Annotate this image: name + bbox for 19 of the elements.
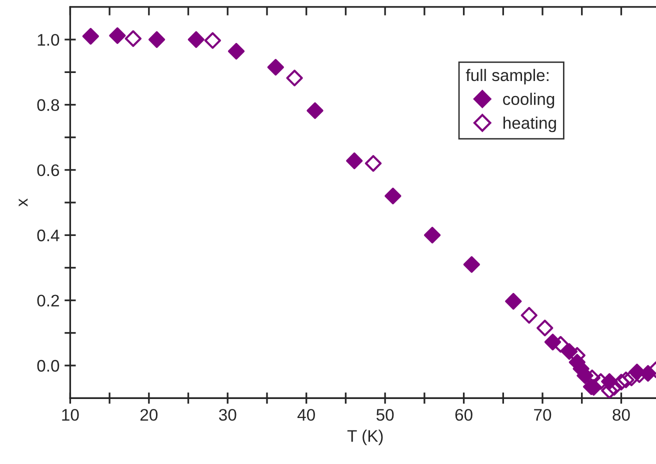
y-tick-label: 0.2 [37, 294, 59, 307]
x-tick-label: 30 [219, 408, 236, 421]
x-tick-label: 60 [455, 408, 472, 421]
y-axis-title: x [18, 198, 28, 207]
legend-label: cooling [503, 92, 554, 108]
y-tick-label: 0.0 [37, 360, 60, 372]
legend-label: heating [504, 116, 556, 132]
x-tick-label: 50 [376, 408, 394, 421]
x-tick-label: 10 [62, 408, 79, 421]
y-tick-label: 0.4 [37, 230, 60, 242]
x-tick-label: 70 [534, 408, 552, 421]
x-tick-label: 20 [140, 408, 158, 421]
x-tick-label: 80 [612, 408, 630, 421]
y-tick-label: 0.8 [37, 99, 60, 111]
x-axis-title: T (K) [347, 430, 383, 446]
y-tick-label: 0.6 [37, 164, 60, 176]
y-tick-label: 1.0 [38, 34, 60, 46]
legend-title: full sample: [466, 68, 548, 84]
x-tick-label: 40 [297, 408, 315, 421]
